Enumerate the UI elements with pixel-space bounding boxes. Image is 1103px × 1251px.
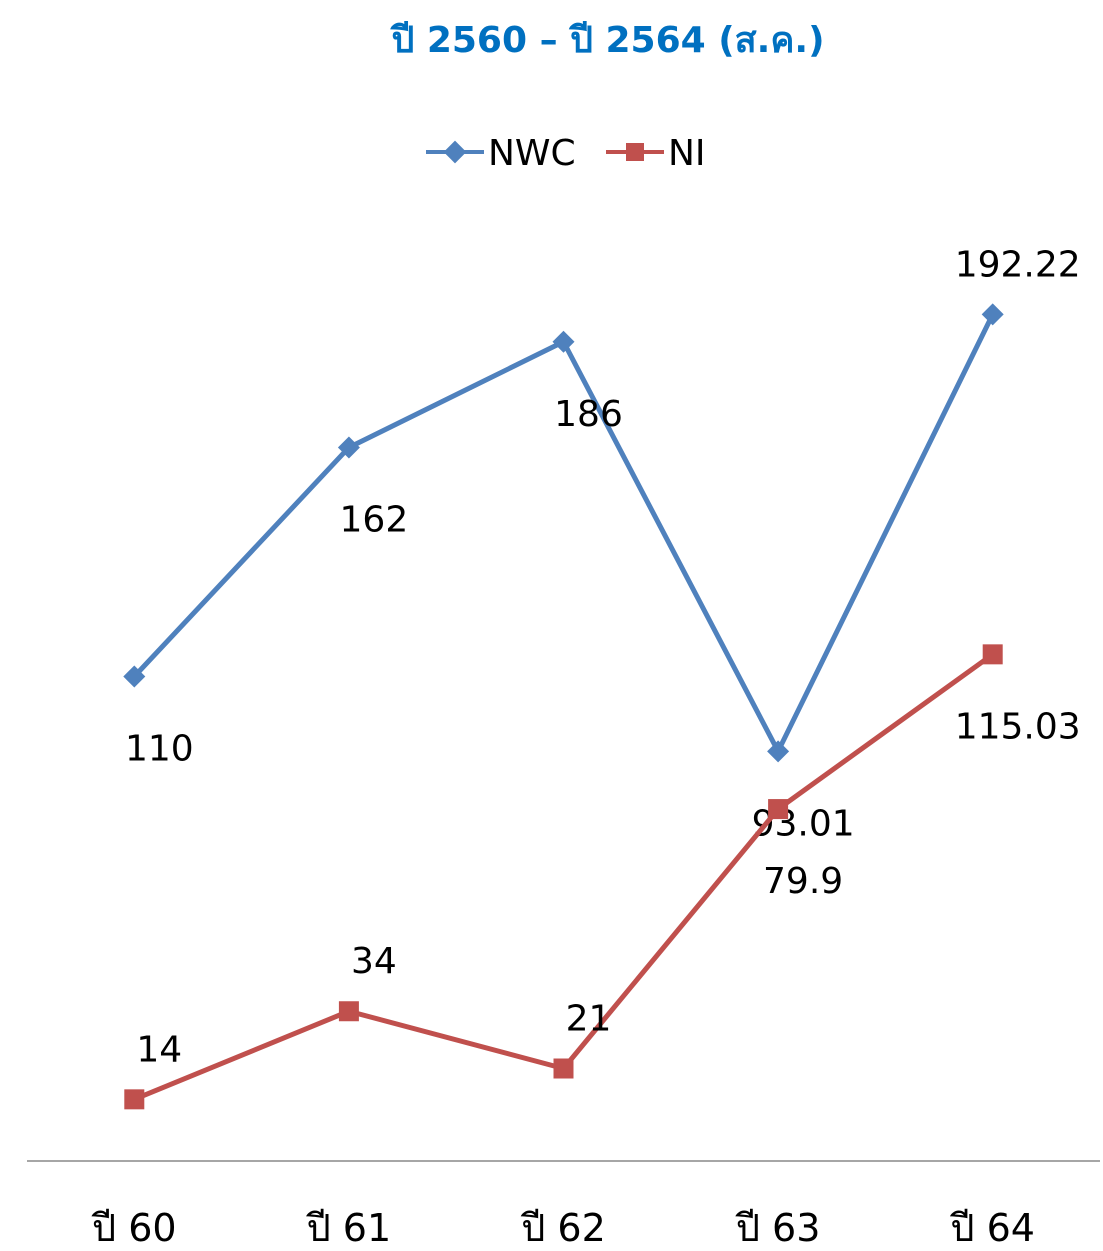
legend-entry-ni: NI xyxy=(606,133,706,174)
data-label-ni-5: 115.03 xyxy=(955,706,1081,747)
data-label-nwc-3: 186 xyxy=(554,394,623,435)
data-label-ni-2: 34 xyxy=(351,941,397,982)
data-label-ni-4: 79.9 xyxy=(763,861,843,902)
legend-entry-nwc: NWC xyxy=(426,133,576,174)
x-tick-label: ปี 63 xyxy=(735,1206,820,1250)
chart-title: ปี 2560 – ปี 2564 (ส.ค.) xyxy=(390,20,825,61)
legend-marker-ni xyxy=(626,143,644,161)
data-point-nwc-3 xyxy=(552,330,575,353)
x-axis-tick-labels: ปี 60 ปี 61 ปี 62 ปี 63 ปี 64 xyxy=(91,1206,1035,1250)
data-point-nwc-2 xyxy=(337,436,360,459)
data-label-ni-1: 14 xyxy=(136,1029,182,1070)
data-label-nwc-2: 162 xyxy=(340,499,409,540)
data-point-ni-5 xyxy=(982,644,1003,665)
data-point-ni-2 xyxy=(338,1001,359,1022)
series-line-ni xyxy=(133,652,995,1102)
data-point-nwc-1 xyxy=(123,665,146,688)
x-tick-label: ปี 64 xyxy=(950,1206,1035,1250)
x-tick-label: ปี 61 xyxy=(306,1206,391,1250)
legend: NWC NI xyxy=(426,133,706,174)
series-ni: 14 34 21 79.9 115.03 xyxy=(124,644,1081,1110)
data-label-nwc-5: 192.22 xyxy=(955,244,1081,285)
x-tick-label: ปี 62 xyxy=(521,1206,606,1250)
data-point-ni-3 xyxy=(553,1058,574,1079)
legend-label-ni: NI xyxy=(668,133,706,174)
series-line-nwc xyxy=(132,313,995,754)
legend-marker-nwc xyxy=(443,140,467,164)
data-point-nwc-4 xyxy=(767,740,790,763)
x-tick-label: ปี 60 xyxy=(91,1206,176,1250)
data-point-nwc-5 xyxy=(981,303,1004,326)
data-label-nwc-1: 110 xyxy=(125,729,194,770)
data-point-ni-4 xyxy=(768,799,789,820)
data-point-ni-1 xyxy=(124,1089,145,1110)
data-label-ni-3: 21 xyxy=(566,999,612,1040)
legend-label-nwc: NWC xyxy=(488,133,576,174)
